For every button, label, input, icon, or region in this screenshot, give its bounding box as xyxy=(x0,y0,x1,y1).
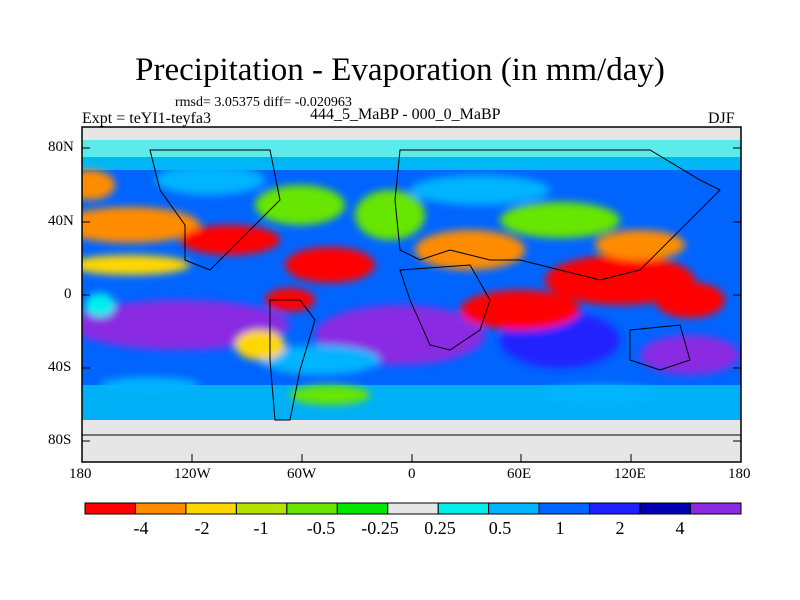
colorbar-swatch xyxy=(134,502,187,515)
colorbar-label: 2 xyxy=(615,518,625,538)
colorbar-swatch xyxy=(538,502,591,515)
colorbar-swatch xyxy=(185,502,237,515)
colorbar-swatch xyxy=(84,502,136,515)
colorbar xyxy=(84,502,742,515)
colorbar-swatch xyxy=(437,502,490,515)
stats-text: rmsd= 3.05375 diff= -0.020963 xyxy=(175,95,352,110)
colorbar-label: 1 xyxy=(555,518,565,538)
colorbar-label: 0.25 xyxy=(424,518,456,538)
lat-label-0: 0 xyxy=(64,286,72,302)
colorbar-label: -0.25 xyxy=(361,518,399,538)
season-label: DJF xyxy=(708,110,735,127)
colorbar-label: -2 xyxy=(194,518,210,538)
experiment-label: Expt = teYI1-teyfa3 xyxy=(82,110,211,127)
lon-label-180e: 180 xyxy=(728,466,751,482)
colorbar-label: -1 xyxy=(253,518,269,538)
colorbar-label: 0.5 xyxy=(488,518,512,538)
lon-label-60e: 60E xyxy=(507,466,532,482)
case-label: 444_5_MaBP - 000_0_MaBP xyxy=(310,106,501,123)
colorbar-swatch xyxy=(235,502,288,515)
coastlines xyxy=(82,149,741,436)
colorbar-swatch xyxy=(336,502,389,515)
colorbar-swatch xyxy=(488,502,540,515)
colorbar-label: -4 xyxy=(133,518,149,538)
lon-label-120e: 120E xyxy=(614,466,646,482)
lon-label-180w: 180 xyxy=(69,466,92,482)
colorbar-swatch xyxy=(690,502,742,515)
lat-label-80n: 80N xyxy=(48,139,74,155)
colorbar-label: -0.5 xyxy=(306,518,336,538)
map-field xyxy=(82,127,741,462)
lat-label-40n: 40N xyxy=(48,213,74,229)
lon-label-60w: 60W xyxy=(287,466,317,482)
colorbar-swatch xyxy=(639,502,692,515)
colorbar-swatch xyxy=(286,502,338,515)
colorbar-label: 4 xyxy=(675,518,685,538)
colorbar-swatch xyxy=(387,502,439,515)
lat-label-80s: 80S xyxy=(48,432,72,448)
lon-label-0: 0 xyxy=(408,466,416,482)
lon-label-120w: 120W xyxy=(174,466,211,482)
lat-label-40s: 40S xyxy=(48,359,72,375)
lon-ticks xyxy=(81,454,742,462)
lat-ticks xyxy=(82,147,741,442)
colorbar-swatch xyxy=(589,502,641,515)
map-title: Precipitation - Evaporation (in mm/day) xyxy=(135,52,665,88)
